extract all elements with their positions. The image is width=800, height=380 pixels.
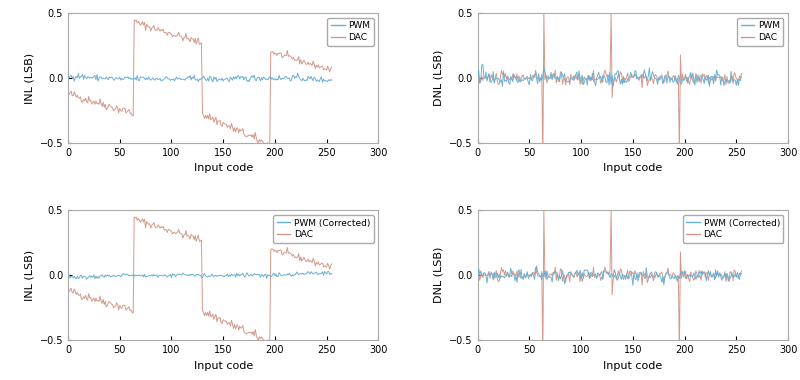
Y-axis label: INL (LSB): INL (LSB) [24,52,34,104]
Legend: PWM (Corrected), DAC: PWM (Corrected), DAC [273,215,374,243]
X-axis label: Input code: Input code [603,361,662,370]
Legend: PWM, DAC: PWM, DAC [737,18,783,46]
X-axis label: Input code: Input code [194,361,253,370]
Y-axis label: INL (LSB): INL (LSB) [24,250,34,301]
Y-axis label: DNL (LSB): DNL (LSB) [434,50,444,106]
Legend: PWM, DAC: PWM, DAC [327,18,374,46]
Legend: PWM (Corrected), DAC: PWM (Corrected), DAC [682,215,783,243]
X-axis label: Input code: Input code [194,163,253,173]
Y-axis label: DNL (LSB): DNL (LSB) [434,247,444,304]
X-axis label: Input code: Input code [603,163,662,173]
